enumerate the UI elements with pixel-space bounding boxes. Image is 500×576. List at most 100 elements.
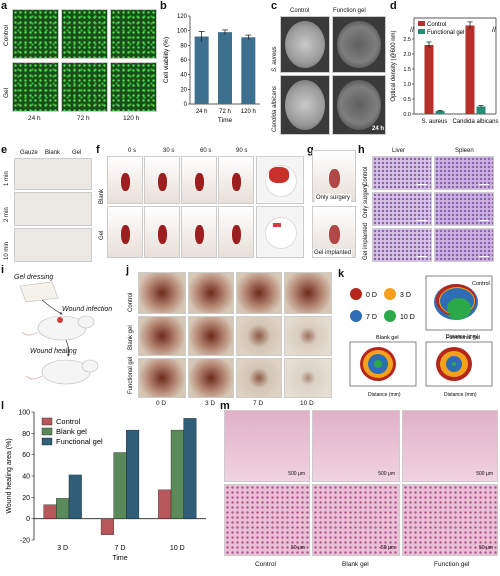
legend-swatch-10d bbox=[384, 310, 396, 322]
col-label-spleen: Spleen bbox=[455, 148, 474, 154]
wound-gel-10d bbox=[284, 358, 332, 398]
histo-liver-gel bbox=[372, 228, 432, 262]
l-legend-swatch bbox=[41, 437, 53, 446]
rat-gel-60s bbox=[181, 206, 217, 258]
panel-g-letter: g bbox=[307, 144, 314, 156]
label-gel-dressing: Gel dressing bbox=[14, 274, 54, 281]
legend-swatch-3d bbox=[384, 288, 396, 300]
k-control-title: Control bbox=[472, 281, 490, 287]
filter-paper-gel bbox=[256, 206, 304, 258]
histo-liver-surgery bbox=[372, 192, 432, 226]
scale-500-control: 500 μm bbox=[288, 471, 305, 477]
k-control-xlabel: Distance (mm) bbox=[446, 334, 479, 340]
k-legend: 0 D 3 D 7 D 10 D bbox=[350, 288, 415, 322]
d-ytick-label: 2.0 bbox=[403, 52, 411, 58]
col-label-3d: 3 D bbox=[205, 400, 216, 407]
l-bar bbox=[170, 429, 184, 519]
b-ytick-label: 40 bbox=[180, 73, 187, 79]
col-label-control: Control bbox=[290, 8, 310, 14]
fluor-control-72h bbox=[61, 9, 108, 59]
wound-gel-3d bbox=[188, 358, 234, 398]
k-plot-control: Control Distance (mm) bbox=[425, 275, 493, 340]
b-xlabel: Time bbox=[218, 117, 233, 124]
wound-gel-0d bbox=[138, 358, 186, 398]
b-xtick-label: 120 h bbox=[241, 109, 256, 115]
col-label-function-gel: Function gel bbox=[333, 8, 366, 14]
d-bar bbox=[476, 106, 486, 114]
b-xtick-label: 72 h bbox=[219, 109, 231, 115]
rat-blank-0s bbox=[107, 156, 143, 204]
wound-blank-7d bbox=[236, 316, 282, 356]
panel-d-letter: d bbox=[390, 0, 397, 12]
histo-spleen-surgery bbox=[434, 192, 494, 226]
panel-i-letter: i bbox=[1, 264, 5, 276]
rat-blank-60s bbox=[181, 156, 217, 204]
d-legend-swatch bbox=[418, 29, 425, 34]
panel-d-chart: 0.0 0.5 1.0 1.5 2.0 2.5 // // S. aureus Candida a… bbox=[391, 17, 499, 125]
dish-gel-saureus bbox=[332, 16, 386, 73]
panel-k: 0 D 3 D 7 D 10 D Control Distance (mm) B… bbox=[349, 275, 493, 398]
fluor-gel-120h bbox=[110, 62, 157, 112]
tubes-2min bbox=[14, 192, 92, 226]
k-plot-functional: Functional gel Distance (mm) bbox=[425, 335, 493, 398]
row-label-10min: 10 min bbox=[4, 241, 10, 260]
col-label-90s: 90 s bbox=[236, 148, 248, 154]
wound-blank-3d bbox=[188, 316, 234, 356]
panel-e-letter: e bbox=[1, 144, 8, 156]
d-bar bbox=[435, 111, 445, 114]
l-ytick-label: 80 bbox=[22, 431, 30, 438]
b-ytick-label: 120 bbox=[177, 14, 188, 20]
dish-control-saureus bbox=[280, 16, 330, 73]
col-label-60s: 60 s bbox=[200, 148, 212, 154]
skin-blank-bottom: 50 μm bbox=[312, 484, 400, 556]
panel-l-letter: l bbox=[1, 400, 5, 412]
scale-50-control: 50 μm bbox=[291, 545, 305, 551]
scale-50-blank: 50 μm bbox=[381, 545, 395, 551]
l-legend-label: Functional gel bbox=[56, 437, 103, 446]
l-legend-swatch bbox=[41, 427, 53, 436]
col-label-gauze: Gauze bbox=[20, 150, 38, 156]
legend-label-10d: 10 D bbox=[400, 314, 415, 321]
row-label-gel: Gel bbox=[99, 230, 105, 240]
l-ylabel: Wound healing area (%) bbox=[6, 438, 13, 513]
b-ylabel: Cell viability (%) bbox=[163, 37, 170, 83]
l-legend-label: Blank gel bbox=[56, 427, 87, 436]
wound-control-10d bbox=[284, 272, 332, 314]
legend-label-3d: 3 D bbox=[400, 292, 411, 299]
skin-gel-top: 500 μm bbox=[402, 410, 498, 482]
histo-spleen-control bbox=[434, 156, 494, 190]
l-bar bbox=[183, 418, 197, 519]
panel-l-chart: -20 0 20 40 60 80 100 3 D 7 D 10 D Time Wound heali… bbox=[6, 410, 206, 562]
d-ytick-label: 1.5 bbox=[403, 67, 411, 73]
histo-liver-control bbox=[372, 156, 432, 190]
k-plot-blank: Blank gel Distance (mm) bbox=[349, 335, 417, 398]
d-axis-break: // bbox=[410, 27, 414, 34]
dish-gel-candida bbox=[332, 75, 386, 135]
d-bar bbox=[424, 45, 434, 114]
l-ytick-label: 60 bbox=[22, 452, 30, 459]
col-label-blank: Blank bbox=[45, 150, 61, 156]
legend-swatch-0d bbox=[350, 288, 362, 300]
l-bar bbox=[68, 474, 82, 519]
fluor-gel-72h bbox=[61, 62, 108, 112]
wound-blank-10d bbox=[284, 316, 332, 356]
col-label-0d: 0 D bbox=[156, 400, 167, 407]
skin-blank-top: 500 μm bbox=[312, 410, 400, 482]
row-label-control: Control bbox=[3, 25, 10, 46]
l-legend-swatch bbox=[41, 417, 53, 426]
rat-gel-30s bbox=[144, 206, 180, 258]
legend-swatch-7d bbox=[350, 310, 362, 322]
d-ytick-label: 0.0 bbox=[403, 112, 411, 118]
panel-h-letter: h bbox=[358, 144, 365, 156]
fluor-control-24h bbox=[12, 9, 59, 59]
col-label-blank-gel: Blank gel bbox=[342, 561, 369, 568]
b-bar bbox=[194, 36, 209, 104]
skin-control-bottom: 50 μm bbox=[224, 484, 310, 556]
legend-label-7d: 7 D bbox=[366, 314, 377, 321]
scale-500-blank: 500 μm bbox=[378, 471, 395, 477]
d-ylabel: Optical density (@600 nm) bbox=[391, 30, 397, 101]
label-wound-infection: Wound infection bbox=[62, 306, 113, 313]
row-label-gel-implanted: Gel implanted bbox=[363, 222, 369, 260]
d-axis-break: // bbox=[492, 27, 496, 34]
b-ytick-label: 80 bbox=[180, 43, 187, 49]
